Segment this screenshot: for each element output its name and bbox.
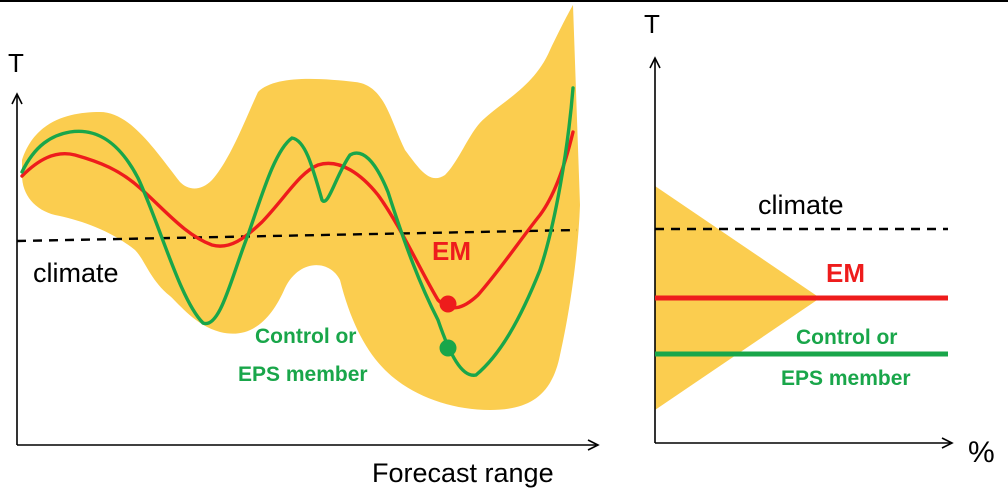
right-x-axis-arrow-icon bbox=[941, 437, 954, 449]
left-y-axis-label: T bbox=[8, 48, 24, 78]
right-x-axis-label: % bbox=[968, 436, 995, 469]
right-member-label-line2: EPS member bbox=[781, 367, 911, 390]
left-panel: T Forecast range climate EM Control or E… bbox=[8, 5, 600, 488]
left-x-axis-label: Forecast range bbox=[372, 458, 554, 488]
left-em-label: EM bbox=[432, 236, 471, 266]
right-y-axis-arrow-icon bbox=[649, 56, 661, 69]
right-panel: T % climate EM Control or EPS member bbox=[644, 9, 995, 469]
right-climate-label: climate bbox=[758, 190, 844, 220]
member-marker bbox=[439, 339, 457, 357]
right-em-label: EM bbox=[826, 258, 865, 288]
left-member-label-line1: Control or bbox=[255, 325, 356, 348]
ensemble-spread-plume bbox=[22, 5, 580, 410]
right-y-axis-label: T bbox=[644, 9, 660, 39]
left-climate-label: climate bbox=[33, 258, 119, 288]
left-em-line bbox=[20, 130, 575, 310]
left-x-axis-arrow-icon bbox=[587, 439, 600, 451]
left-member-line bbox=[20, 86, 575, 377]
em-marker bbox=[439, 295, 457, 313]
right-member-label-line1: Control or bbox=[796, 326, 897, 349]
left-climate-line bbox=[16, 228, 578, 243]
left-member-label-line2: EPS member bbox=[238, 363, 368, 386]
left-y-axis-arrow-icon bbox=[11, 92, 23, 105]
